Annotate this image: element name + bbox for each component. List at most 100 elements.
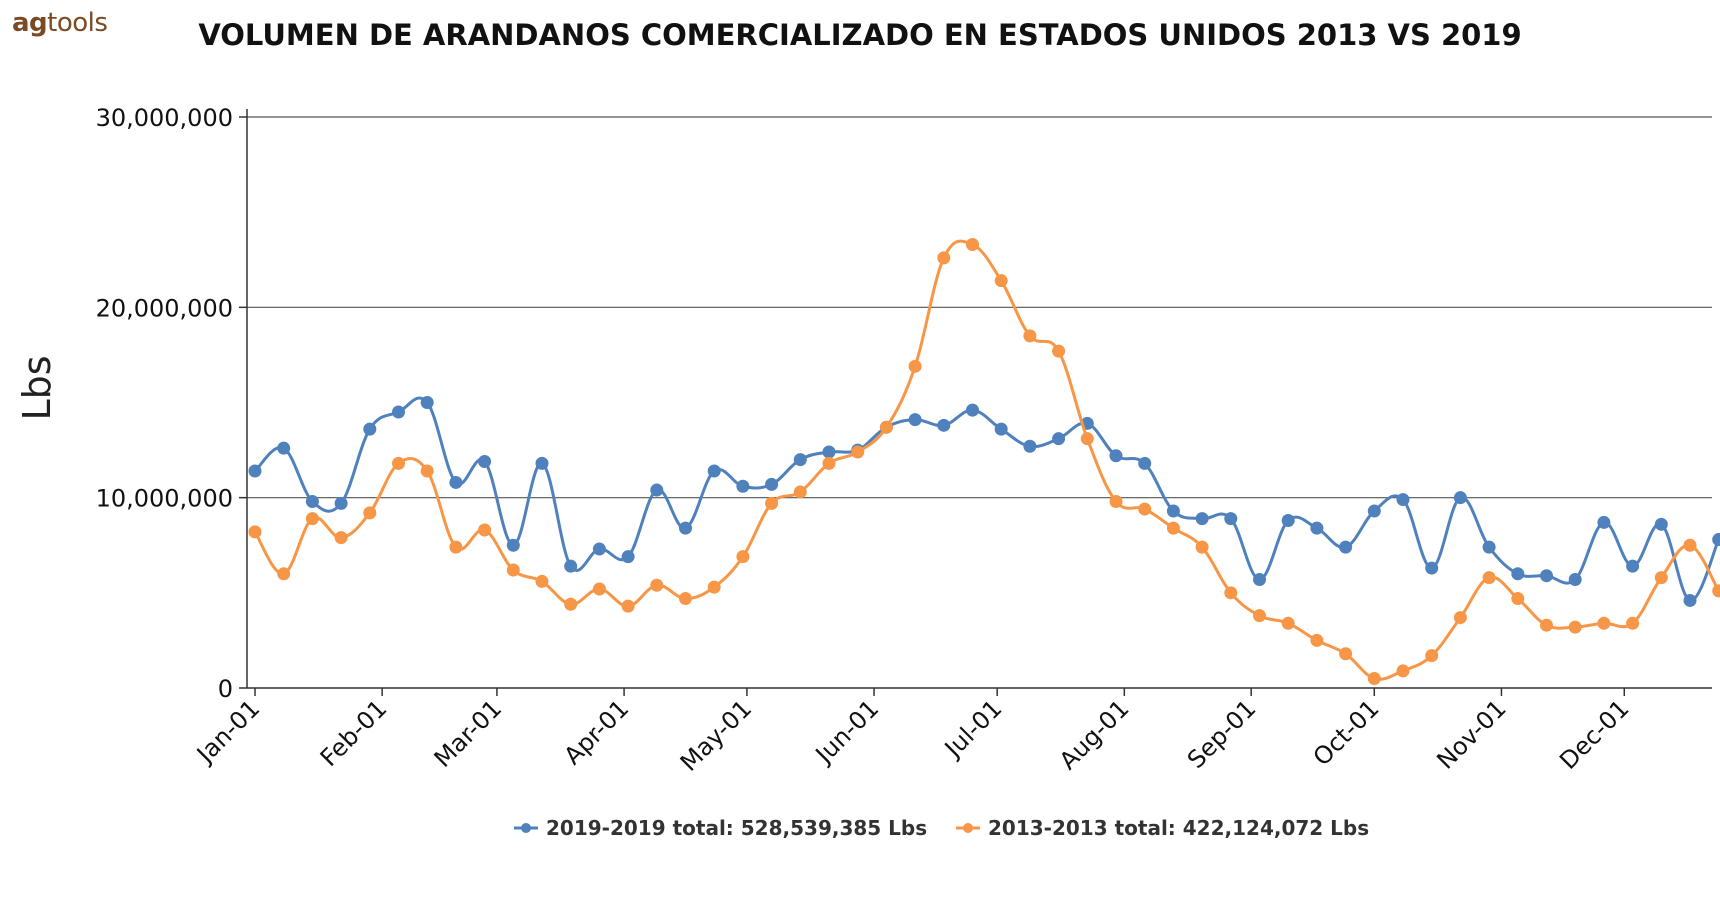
legend-item-1: 2019-2019 total: 528,539,385 Lbs (514, 816, 927, 840)
chart-title: VOLUMEN DE ARANDANOS COMERCIALIZADO EN E… (198, 18, 1522, 52)
legend-swatch-marker (521, 823, 531, 833)
data-point (650, 578, 664, 592)
data-point (392, 405, 405, 419)
data-point (1482, 571, 1496, 585)
data-point (363, 506, 377, 520)
data-point (1654, 517, 1668, 531)
data-point (392, 456, 405, 470)
data-point (564, 559, 578, 573)
legend-swatch-marker (963, 823, 973, 833)
data-point (994, 422, 1008, 436)
data-point (765, 496, 779, 510)
y-tick-label: 10,000,000 (96, 485, 233, 513)
data-point (1626, 559, 1640, 573)
data-point (1080, 432, 1094, 446)
x-tick-label: Oct-01 (1308, 694, 1385, 771)
data-point (1396, 664, 1410, 678)
data-point (1023, 439, 1037, 453)
legend-label: 2013-2013 total: 422,124,072 Lbs (988, 816, 1369, 840)
agtools-logo: agtools (12, 8, 108, 38)
x-tick-label: May-01 (675, 694, 757, 776)
data-point (449, 475, 463, 489)
data-point (277, 567, 291, 581)
data-point (1281, 514, 1295, 528)
data-point (1138, 502, 1152, 516)
x-tick-label: Jan-01 (190, 694, 265, 769)
data-point (1339, 540, 1353, 554)
y-tick-label: 30,000,000 (96, 104, 233, 132)
data-point (1166, 521, 1180, 535)
y-tick-label: 20,000,000 (96, 294, 233, 322)
data-point (305, 494, 319, 508)
data-point (1396, 493, 1410, 507)
data-point (420, 396, 434, 409)
data-point (908, 413, 922, 427)
data-point (1597, 616, 1611, 630)
x-axis-ticks: Jan-01 Feb-01 Mar-01 Apr-01 May-01 Jun-01 Jul-… (190, 688, 1635, 777)
legend-item-2: 2013-2013 total: 422,124,072 Lbs (956, 816, 1369, 840)
data-point (1453, 491, 1467, 505)
data-point (879, 420, 893, 434)
data-point (908, 359, 922, 373)
data-point (592, 542, 606, 556)
data-point (334, 531, 348, 545)
data-point (1511, 592, 1525, 606)
series-line (253, 396, 1720, 602)
x-tick-label: Jul-01 (938, 694, 1007, 763)
data-point (1310, 521, 1324, 535)
data-point (1367, 671, 1381, 685)
data-point (793, 485, 807, 499)
data-point (1253, 609, 1266, 623)
y-axis-label: Lbs (15, 355, 59, 420)
series-group (248, 238, 1720, 685)
data-point (1425, 561, 1439, 575)
data-point (248, 464, 262, 478)
data-point (1367, 504, 1381, 518)
data-point (506, 538, 520, 552)
x-tick-label: Jun-01 (809, 694, 884, 769)
x-tick-label: Apr-01 (559, 694, 635, 770)
data-point (1224, 512, 1238, 526)
series-line (253, 239, 1720, 681)
data-point (535, 456, 549, 470)
gridlines (247, 116, 1712, 499)
data-point (1281, 616, 1295, 630)
data-point (1712, 584, 1720, 598)
data-point (564, 597, 578, 611)
data-point (478, 455, 492, 469)
y-tick-label: 0 (218, 675, 233, 703)
axes (246, 109, 1712, 689)
data-point (707, 580, 721, 594)
x-tick-label: Mar-01 (429, 694, 507, 772)
data-point (765, 477, 779, 491)
data-point (1568, 620, 1582, 634)
data-point (420, 464, 434, 478)
data-point (679, 592, 692, 606)
data-point (449, 540, 463, 554)
data-point (966, 403, 979, 417)
legend-label: 2019-2019 total: 528,539,385 Lbs (546, 816, 927, 840)
data-point (1626, 616, 1640, 630)
data-point (1339, 647, 1353, 661)
data-point (1540, 569, 1553, 583)
y-axis-ticks: 0 10,000,000 20,000,000 30,000,000 (96, 104, 247, 703)
x-tick-label: Aug-01 (1054, 694, 1135, 775)
data-point (1597, 515, 1611, 529)
data-point (822, 445, 836, 459)
data-point (305, 512, 319, 526)
data-point (966, 238, 979, 252)
data-point (1023, 329, 1037, 343)
data-point (1568, 573, 1582, 587)
data-point (707, 464, 721, 478)
data-point (1683, 538, 1697, 552)
data-point (1482, 540, 1496, 554)
x-tick-label: Nov-01 (1431, 694, 1511, 774)
data-point (793, 453, 807, 467)
series-2 (248, 238, 1720, 685)
data-point (937, 418, 951, 432)
data-point (535, 574, 549, 588)
data-point (1511, 567, 1525, 581)
data-point (736, 550, 750, 564)
data-point (1224, 586, 1238, 600)
